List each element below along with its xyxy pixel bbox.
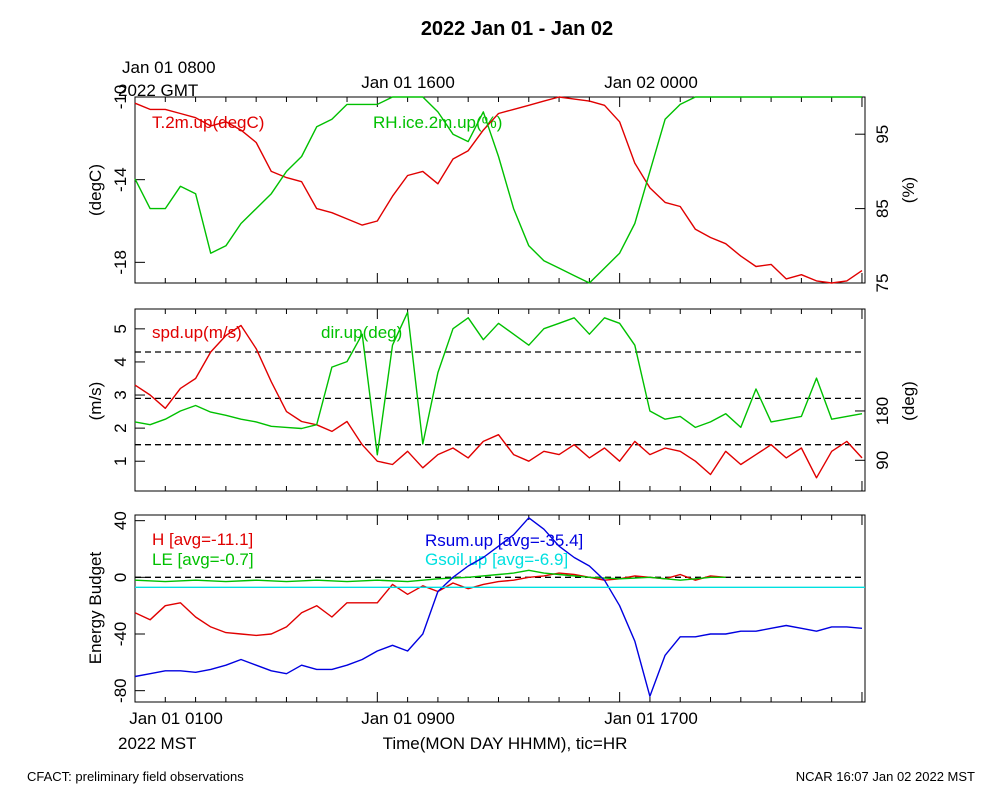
y-tick-label: 3 [111, 390, 130, 399]
bottom-time-label-1: Jan 01 0100 [129, 709, 223, 728]
legend-label: Gsoil.up [avg=-6.9] [425, 550, 568, 569]
x-axis-label: Time(MON DAY HHMM), tic=HR [383, 734, 628, 753]
y-right-label: (deg) [899, 381, 918, 421]
y-tick-label: 2 [111, 423, 130, 432]
legend-label: T.2m.up(degC) [152, 113, 264, 132]
y-left-label: (m/s) [86, 382, 105, 421]
legend-label: H [avg=-11.1] [152, 530, 253, 549]
y-tick-label: -18 [111, 250, 130, 275]
panel-frame [134, 514, 866, 703]
y-tick-label: -14 [111, 167, 130, 192]
y-right-tick-label: 75 [873, 274, 892, 293]
y-right-label: (%) [899, 177, 918, 203]
top-tz-label: 2022 GMT [118, 81, 198, 100]
panel-frame [134, 308, 866, 492]
y-right-tick-label: 85 [873, 199, 892, 218]
series-line-dir-up-deg- [134, 311, 863, 456]
legend-label: dir.up(deg) [321, 323, 402, 342]
y-tick-label: 40 [111, 511, 130, 530]
legend-label: spd.up(m/s) [152, 323, 242, 342]
top-time-label-2: Jan 01 1600 [361, 73, 455, 92]
series-line-rh-ice-2m-up- [134, 96, 862, 284]
series-line-spd-up-m-s- [134, 324, 863, 479]
y-right-tick-label: 180 [873, 397, 892, 425]
top-time-label-3: Jan 02 0000 [604, 73, 698, 92]
series-line-t-2m-up-degc- [134, 96, 863, 284]
series-line-h [134, 572, 726, 637]
y-tick-label: 0 [111, 573, 130, 582]
y-tick-label: 5 [111, 324, 130, 333]
bottom-tz-label: 2022 MST [118, 734, 196, 753]
wind-panel: (m/s) (deg) spd.up(m/s) dir.up(deg) 1 2 3 4… [86, 308, 918, 492]
legend-label: RH.ice.2m.up(%) [373, 113, 502, 132]
top-time-label-1: Jan 01 0800 [122, 58, 216, 77]
y-left-label: (degC) [86, 164, 105, 216]
bottom-time-label-3: Jan 01 1700 [604, 709, 698, 728]
bottom-time-label-2: Jan 01 0900 [361, 709, 455, 728]
figure-title: 2022 Jan 01 - Jan 02 [421, 18, 613, 40]
temperature-rh-panel: (degC) (%) T.2m.up(degC) RH.ice.2m.up(%)… [86, 85, 918, 293]
y-tick-label: -80 [111, 678, 130, 703]
footer-right: NCAR 16:07 Jan 02 2022 MST [796, 769, 975, 784]
series-line-le [134, 569, 726, 583]
energy-budget-panel: Energy Budget H [avg=-11.1] LE [avg=-0.7… [86, 511, 866, 703]
y-tick-label: -10 [111, 85, 130, 110]
y-right-tick-label: 95 [873, 125, 892, 144]
y-left-label: Energy Budget [86, 551, 105, 664]
legend-label: Rsum.up [avg=-35.4] [425, 531, 583, 550]
panel-frame [134, 96, 866, 284]
footer-left: CFACT: preliminary field observations [27, 769, 244, 784]
y-tick-label: 1 [111, 456, 130, 465]
y-tick-label: -40 [111, 622, 130, 647]
y-tick-label: 4 [111, 357, 130, 366]
series-line-rsum-up [134, 517, 863, 697]
y-right-tick-label: 90 [873, 451, 892, 470]
legend-label: LE [avg=-0.7] [152, 550, 254, 569]
